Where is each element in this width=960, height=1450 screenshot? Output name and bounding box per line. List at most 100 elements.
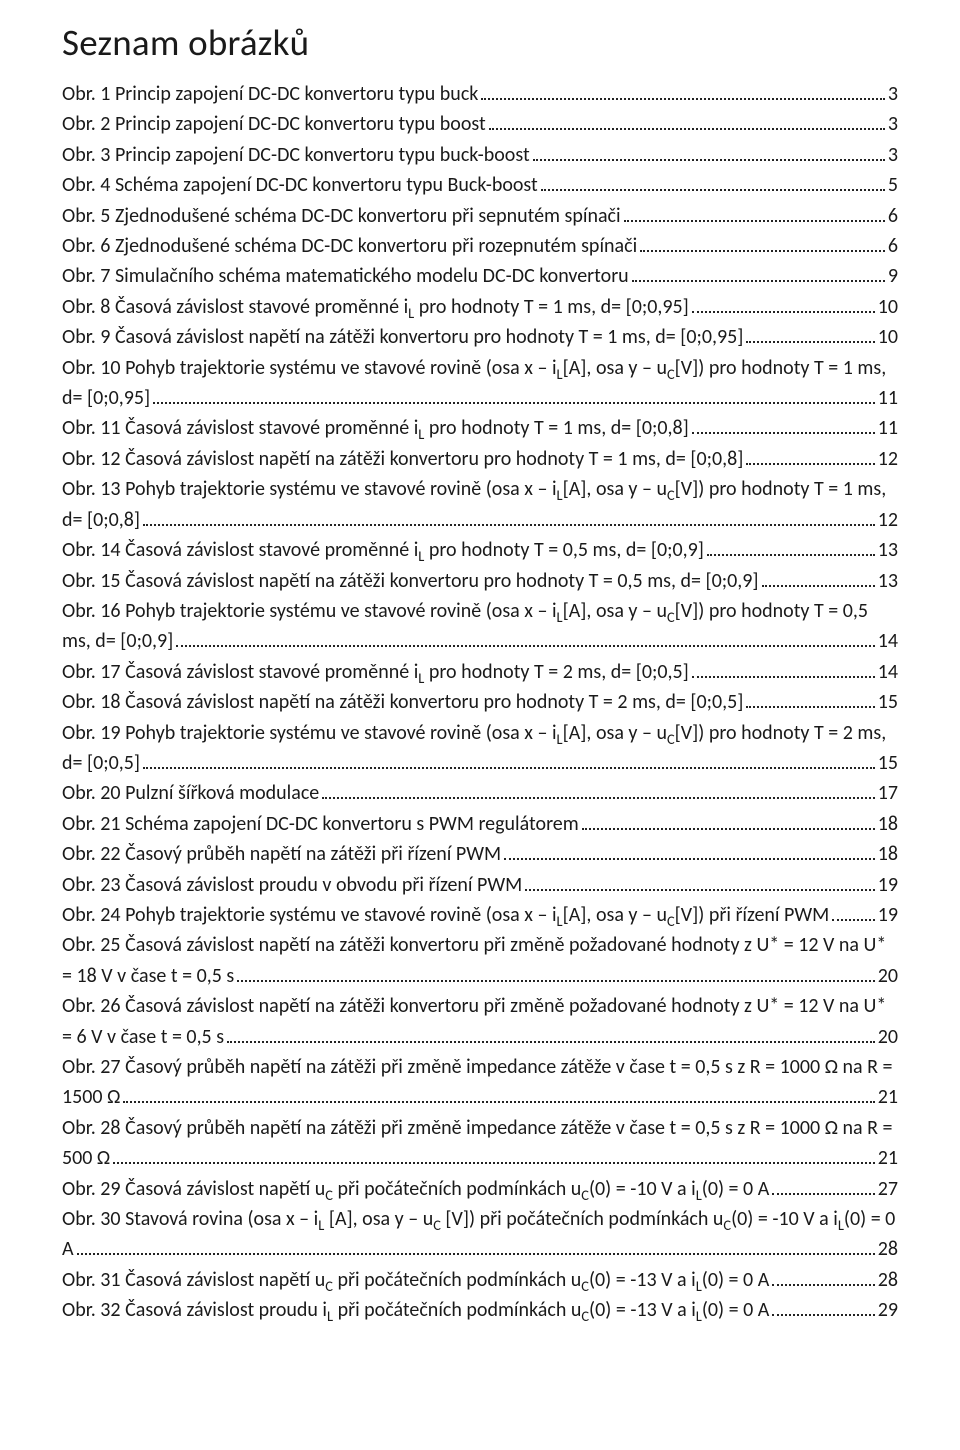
figure-entry-page: 20 bbox=[878, 961, 898, 991]
figure-entry-page: 19 bbox=[878, 870, 898, 900]
figure-list: Obr. 1 Princip zapojení DC-DC konvertoru… bbox=[62, 79, 898, 1326]
figure-entry-page: 14 bbox=[878, 626, 898, 656]
dot-leader bbox=[77, 1235, 875, 1255]
dot-leader bbox=[504, 840, 875, 860]
figure-entry-line: Obr. 14 Časová závislost stavové proměnn… bbox=[62, 535, 898, 565]
figure-entry-line: Obr. 30 Stavová rovina (osa x – iL [A], … bbox=[62, 1204, 898, 1234]
dot-leader bbox=[772, 1296, 874, 1316]
dot-leader bbox=[176, 627, 874, 647]
figure-entry-line: Obr. 24 Pohyb trajektorie systému ve sta… bbox=[62, 900, 898, 930]
figure-entry-text: Obr. 14 Časová závislost stavové proměnn… bbox=[62, 535, 704, 565]
figure-entry-line: Obr. 27 Časový průběh napětí na zátěži p… bbox=[62, 1052, 898, 1082]
figure-entry-line: Obr. 23 Časová závislost proudu v obvodu… bbox=[62, 870, 898, 900]
figure-entry-text: Obr. 32 Časová závislost proudu iL při p… bbox=[62, 1295, 769, 1325]
figure-entry-page: 28 bbox=[878, 1234, 898, 1264]
figure-entry-line: 1500 Ω 21 bbox=[62, 1082, 898, 1112]
figure-entry-line: Obr. 21 Schéma zapojení DC-DC konvertoru… bbox=[62, 809, 898, 839]
dot-leader bbox=[541, 171, 885, 191]
page: Seznam obrázků Obr. 1 Princip zapojení D… bbox=[0, 0, 960, 1450]
dot-leader bbox=[322, 779, 874, 799]
figure-entry-line: Obr. 22 Časový průběh napětí na zátěži p… bbox=[62, 839, 898, 869]
figure-entry-page: 11 bbox=[878, 383, 898, 413]
figure-entry-page: 9 bbox=[888, 261, 898, 291]
figure-entry-text: Obr. 30 Stavová rovina (osa x – iL [A], … bbox=[62, 1204, 895, 1234]
figure-entry-line: Obr. 29 Časová závislost napětí uC při p… bbox=[62, 1174, 898, 1204]
list-of-figures-title: Seznam obrázků bbox=[62, 20, 898, 65]
figure-entry-text: Obr. 21 Schéma zapojení DC-DC konvertoru… bbox=[62, 809, 579, 839]
figure-entry-line: = 18 V v čase t = 0,5 s 20 bbox=[62, 961, 898, 991]
figure-entry-text: Obr. 31 Časová závislost napětí uC při p… bbox=[62, 1265, 769, 1295]
figure-entry-line: Obr. 25 Časová závislost napětí na zátěž… bbox=[62, 930, 898, 960]
figure-entry-text: Obr. 15 Časová závislost napětí na zátěž… bbox=[62, 566, 759, 596]
figure-entry-page: 21 bbox=[878, 1143, 898, 1173]
figure-entry-text: Obr. 13 Pohyb trajektorie systému ve sta… bbox=[62, 474, 886, 504]
dot-leader bbox=[746, 445, 874, 465]
figure-entry-page: 13 bbox=[878, 566, 898, 596]
dot-leader bbox=[153, 384, 875, 404]
figure-entry-line: Obr. 11 Časová závislost stavové proměnn… bbox=[62, 413, 898, 443]
figure-entry-text: Obr. 29 Časová závislost napětí uC při p… bbox=[62, 1174, 769, 1204]
figure-entry-text: Obr. 2 Princip zapojení DC-DC konvertoru… bbox=[62, 109, 486, 139]
figure-entry-page: 17 bbox=[878, 778, 898, 808]
figure-entry-line: = 6 V v čase t = 0,5 s 20 bbox=[62, 1022, 898, 1052]
figure-entry-line: Obr. 8 Časová závislost stavové proměnné… bbox=[62, 292, 898, 322]
dot-leader bbox=[762, 567, 875, 587]
dot-leader bbox=[692, 658, 875, 678]
figure-entry-line: Obr. 32 Časová závislost proudu iL při p… bbox=[62, 1295, 898, 1325]
figure-entry-page: 20 bbox=[878, 1022, 898, 1052]
figure-entry-text: A bbox=[62, 1234, 74, 1264]
figure-entry-page: 10 bbox=[878, 292, 898, 322]
figure-entry-text: Obr. 22 Časový průběh napětí na zátěži p… bbox=[62, 839, 501, 869]
figure-entry-page: 12 bbox=[878, 505, 898, 535]
figure-entry-text: Obr. 8 Časová závislost stavové proměnné… bbox=[62, 292, 689, 322]
figure-entry-page: 13 bbox=[878, 535, 898, 565]
figure-entry-text: Obr. 9 Časová závislost napětí na zátěži… bbox=[62, 322, 743, 352]
figure-entry-page: 15 bbox=[878, 748, 898, 778]
figure-entry-line: Obr. 16 Pohyb trajektorie systému ve sta… bbox=[62, 596, 898, 626]
figure-entry-text: Obr. 10 Pohyb trajektorie systému ve sta… bbox=[62, 353, 886, 383]
figure-entry-page: 6 bbox=[888, 201, 898, 231]
figure-entry-text: Obr. 27 Časový průběh napětí na zátěži p… bbox=[62, 1052, 892, 1082]
figure-entry-line: Obr. 13 Pohyb trajektorie systému ve sta… bbox=[62, 474, 898, 504]
figure-entry-line: Obr. 10 Pohyb trajektorie systému ve sta… bbox=[62, 353, 898, 383]
dot-leader bbox=[746, 688, 874, 708]
dot-leader bbox=[624, 202, 885, 222]
figure-entry-page: 15 bbox=[878, 687, 898, 717]
figure-entry-text: d= [0;0,5] bbox=[62, 748, 140, 778]
figure-entry-text: 500 Ω bbox=[62, 1143, 110, 1173]
figure-entry-line: Obr. 28 Časový průběh napětí na zátěži p… bbox=[62, 1113, 898, 1143]
figure-entry-line: Obr. 19 Pohyb trajektorie systému ve sta… bbox=[62, 718, 898, 748]
figure-entry-line: Obr. 6 Zjednodušené schéma DC-DC konvert… bbox=[62, 231, 898, 261]
dot-leader bbox=[746, 323, 874, 343]
figure-entry-text: = 18 V v čase t = 0,5 s bbox=[62, 961, 234, 991]
figure-entry-line: Obr. 3 Princip zapojení DC-DC konvertoru… bbox=[62, 140, 898, 170]
figure-entry-line: Obr. 18 Časová závislost napětí na zátěž… bbox=[62, 687, 898, 717]
figure-entry-text: Obr. 24 Pohyb trajektorie systému ve sta… bbox=[62, 900, 829, 930]
figure-entry-text: = 6 V v čase t = 0,5 s bbox=[62, 1022, 224, 1052]
figure-entry-line: Obr. 7 Simulačního schéma matematického … bbox=[62, 261, 898, 291]
figure-entry-text: d= [0;0,8] bbox=[62, 505, 140, 535]
figure-entry-text: Obr. 25 Časová závislost napětí na zátěž… bbox=[62, 930, 886, 960]
figure-entry-text: Obr. 4 Schéma zapojení DC-DC konvertoru … bbox=[62, 170, 538, 200]
figure-entry-page: 10 bbox=[878, 322, 898, 352]
figure-entry-line: Obr. 17 Časová závislost stavové proměnn… bbox=[62, 657, 898, 687]
figure-entry-text: d= [0;0,95] bbox=[62, 383, 150, 413]
figure-entry-page: 6 bbox=[888, 231, 898, 261]
figure-entry-page: 28 bbox=[878, 1265, 898, 1295]
dot-leader bbox=[692, 293, 875, 313]
figure-entry-page: 3 bbox=[888, 109, 898, 139]
figure-entry-line: A 28 bbox=[62, 1234, 898, 1264]
figure-entry-page: 5 bbox=[888, 170, 898, 200]
figure-entry-line: Obr. 15 Časová závislost napětí na zátěž… bbox=[62, 566, 898, 596]
figure-entry-line: d= [0;0,8] 12 bbox=[62, 505, 898, 535]
figure-entry-text: Obr. 20 Pulzní šířková modulace bbox=[62, 778, 319, 808]
figure-entry-page: 19 bbox=[878, 900, 898, 930]
dot-leader bbox=[707, 536, 875, 556]
dot-leader bbox=[489, 110, 885, 130]
dot-leader bbox=[533, 141, 885, 161]
dot-leader bbox=[525, 871, 874, 891]
figure-entry-text: Obr. 11 Časová závislost stavové proměnn… bbox=[62, 413, 689, 443]
figure-entry-line: Obr. 31 Časová závislost napětí uC při p… bbox=[62, 1265, 898, 1295]
figure-entry-text: Obr. 18 Časová závislost napětí na zátěž… bbox=[62, 687, 743, 717]
figure-entry-text: Obr. 1 Princip zapojení DC-DC konvertoru… bbox=[62, 79, 478, 109]
